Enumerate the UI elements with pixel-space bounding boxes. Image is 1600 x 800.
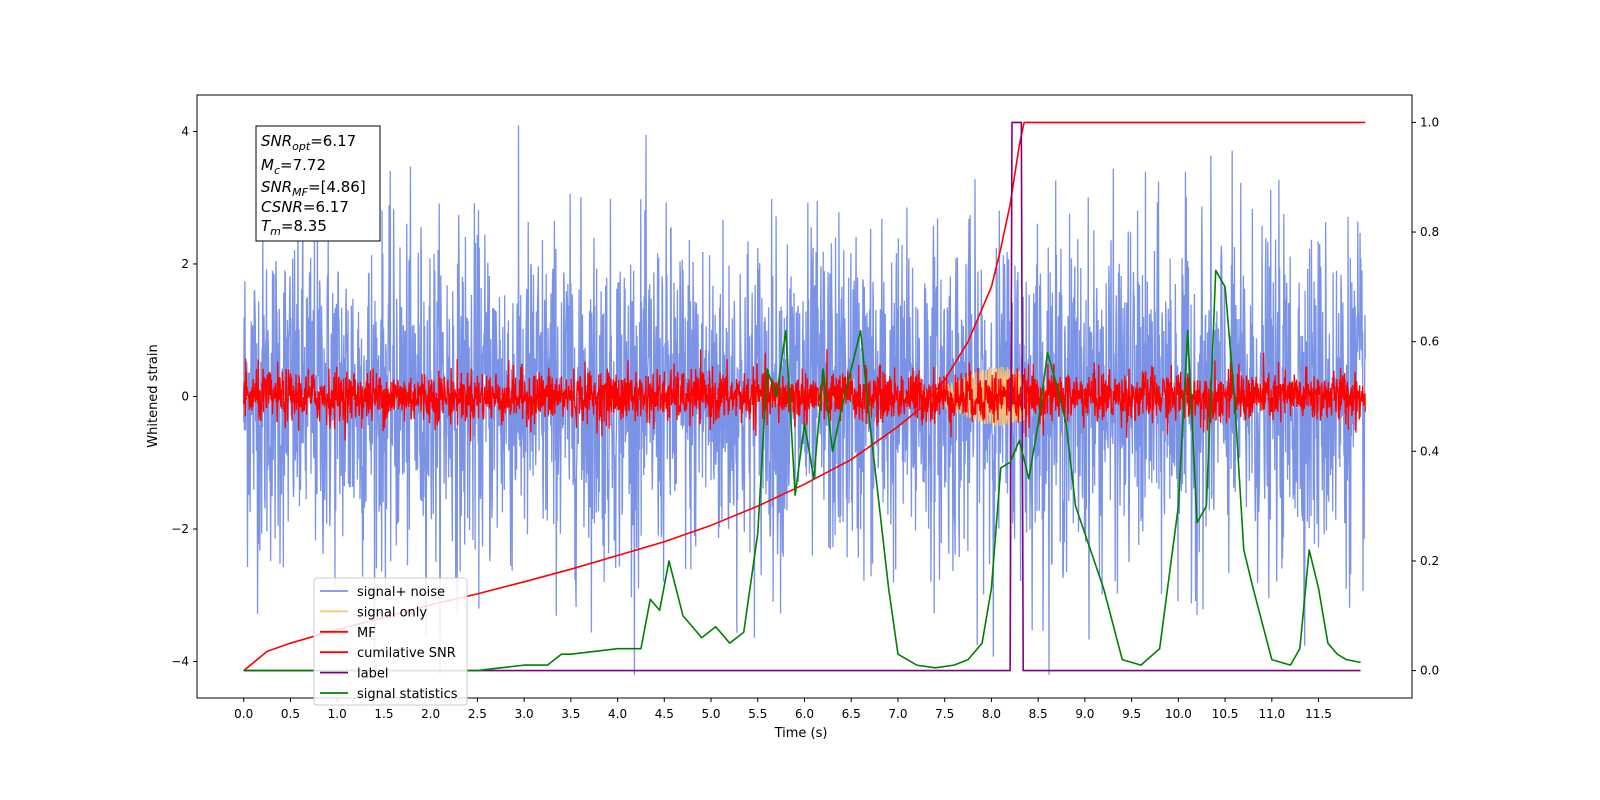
x-tick-label: 9.0	[1075, 707, 1094, 721]
y-tick-label: 2	[181, 257, 189, 271]
y-axis-right: 0.0 0.2 0.4 0.6 0.8 1.0	[1412, 115, 1439, 678]
x-tick-label: 11.5	[1305, 707, 1332, 721]
info-tm: Tm=8.35	[261, 217, 327, 238]
x-axis: 0.0 0.5 1.0 1.5 2.0 2.5 3.0 3.5 4.0 4.5 5.0 5.5 6.0 6…	[234, 698, 1332, 721]
x-axis-label: Time (s)	[774, 726, 828, 741]
x-tick-label: 8.5	[1029, 707, 1048, 721]
legend-label: signal+ noise	[357, 585, 445, 600]
y-axis-label: Whitened strain	[146, 344, 161, 447]
x-tick-label: 11.0	[1258, 707, 1285, 721]
x-tick-label: 3.5	[561, 707, 580, 721]
legend-label: label	[357, 667, 388, 682]
info-snr-opt: SNRopt=6.17	[261, 132, 356, 153]
y2-tick-label: 0.4	[1420, 444, 1439, 458]
x-tick-label: 4.5	[655, 707, 674, 721]
y2-tick-label: 0.6	[1420, 335, 1439, 349]
legend: signal+ noise signal only MF cumilative SNR…	[313, 577, 468, 706]
x-tick-label: 5.5	[748, 707, 767, 721]
legend-label: cumilative SNR	[357, 646, 456, 661]
series-signal-statistics	[243, 269, 1361, 672]
legend-label: signal only	[357, 605, 427, 620]
y2-tick-label: 0.8	[1420, 225, 1439, 239]
x-tick-label: 6.5	[842, 707, 861, 721]
x-tick-label: 3.0	[515, 707, 534, 721]
info-box: SNRopt=6.17 Mc=7.72 SNRMF=[4.86] CSNR=6.…	[255, 125, 381, 242]
info-mc: Mc=7.72	[261, 156, 326, 177]
x-tick-label: 0.0	[234, 707, 253, 721]
info-snr-mf: SNRMF=[4.86]	[261, 178, 366, 199]
x-tick-label: 10.5	[1212, 707, 1239, 721]
legend-label: signal statistics	[357, 687, 458, 702]
x-tick-label: 0.5	[281, 707, 300, 721]
info-csnr: CSNR=6.17	[261, 198, 349, 216]
series-mf	[243, 349, 1366, 442]
y2-tick-label: 1.0	[1420, 115, 1439, 129]
x-tick-label: 1.5	[374, 707, 393, 721]
series-label	[243, 121, 1361, 672]
legend-label: MF	[357, 626, 376, 641]
x-tick-label: 6.0	[795, 707, 814, 721]
y-tick-label: −2	[171, 522, 189, 536]
y-tick-label: −4	[171, 655, 189, 669]
y-axis-left: −4 −2 0 2 4	[171, 124, 197, 669]
x-tick-label: 7.0	[888, 707, 907, 721]
x-tick-label: 10.0	[1165, 707, 1192, 721]
x-tick-label: 2.0	[421, 707, 440, 721]
x-tick-label: 2.5	[468, 707, 487, 721]
y-tick-label: 4	[181, 124, 189, 138]
x-tick-label: 8.0	[982, 707, 1001, 721]
y-tick-label: 0	[181, 390, 189, 404]
y2-tick-label: 0.2	[1420, 554, 1439, 568]
x-tick-label: 5.0	[701, 707, 720, 721]
x-tick-label: 9.5	[1122, 707, 1141, 721]
x-tick-label: 1.0	[328, 707, 347, 721]
y2-tick-label: 0.0	[1420, 664, 1439, 678]
x-tick-label: 7.5	[935, 707, 954, 721]
x-tick-label: 4.0	[608, 707, 627, 721]
